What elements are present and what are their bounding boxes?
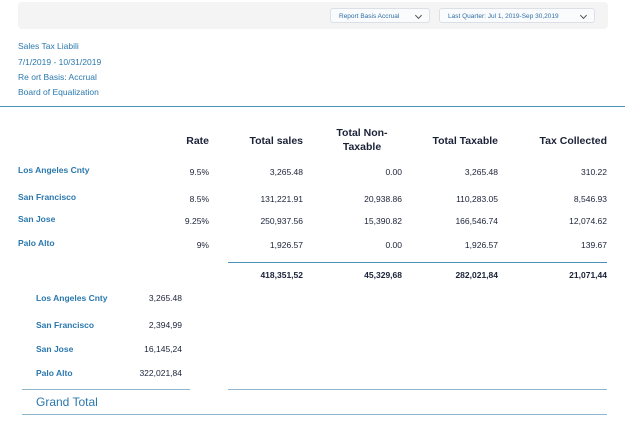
summary-label: Palo Alto (36, 368, 73, 378)
cell: 0.00 (385, 240, 402, 250)
column-header: Total Non-Taxable (336, 127, 388, 153)
cell: 12,074.62 (569, 216, 607, 226)
cell: 9% (196, 240, 209, 250)
cell: 0.00 (385, 167, 402, 177)
summary-label: San Francisco (36, 320, 95, 330)
cell: 1,926.57 (269, 240, 303, 250)
cell: 110,283.05 (456, 194, 498, 204)
cell: 166,546.74 (455, 216, 498, 226)
summary-label: San Jose (36, 344, 74, 354)
summary-label: Los Angeles Cnty (36, 293, 108, 303)
header-line: Re ort Basis: Accrual (18, 72, 97, 82)
row-label: Palo Alto (18, 238, 55, 248)
row-label: San Francisco (18, 192, 77, 202)
cell: 250,937.56 (260, 216, 303, 226)
cell: 3,265.48 (464, 167, 498, 177)
column-header: Rate (186, 135, 209, 147)
row-label: San Jose (18, 214, 56, 224)
summary-rule (22, 389, 190, 390)
header-line: 7/1/2019 - 10/31/2019 (18, 57, 102, 67)
grand-total: Grand Total (36, 395, 98, 409)
cell: 8,546.93 (573, 194, 607, 204)
grand-rule (22, 414, 607, 415)
summary-rule (228, 389, 607, 390)
cell: 15,390.82 (364, 216, 402, 226)
summary-value: 3,265.48 (148, 293, 182, 303)
header-line: Board of Equalization (18, 87, 99, 97)
cell: 9.5% (189, 167, 209, 177)
cell: 310.22 (581, 167, 607, 177)
total-cell: 282,021,84 (455, 270, 498, 280)
column-header: Total sales (249, 135, 304, 147)
total-cell: 418,351,52 (260, 270, 303, 280)
row-label: Los Angeles Cnty (18, 165, 90, 175)
total-cell: 45,329,68 (364, 270, 402, 280)
summary-value: 16,145,24 (144, 344, 182, 354)
date-range-button[interactable]: Last Quarter: Jul 1, 2019-Sep 30,2019 (439, 8, 595, 23)
report-basis-button[interactable]: Report Basis Accrual (330, 8, 430, 23)
cell: 1,926.57 (464, 240, 498, 250)
cell: 9.25% (184, 216, 209, 226)
column-header: Total Taxable (432, 135, 498, 147)
summary-value: 322,021,84 (139, 368, 182, 378)
total-cell: 21,071,44 (569, 270, 607, 280)
summary-value: 2,394,99 (148, 320, 182, 330)
column-header: Tax Collected (539, 135, 608, 147)
cell: 3,265.48 (269, 167, 303, 177)
cell: 8.5% (189, 194, 209, 204)
header-line: Sales Tax Liabili (18, 41, 79, 51)
cell: 131,221.91 (260, 194, 303, 204)
totals-rule (228, 262, 607, 263)
divider (0, 106, 625, 107)
cell: 20,938.86 (364, 194, 402, 204)
cell: 139.67 (581, 240, 607, 250)
